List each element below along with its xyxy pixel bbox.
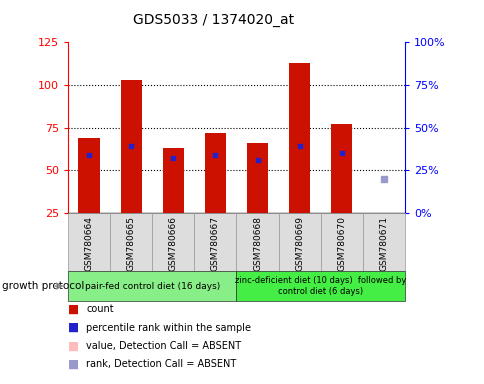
Text: percentile rank within the sample: percentile rank within the sample xyxy=(86,323,251,333)
Bar xyxy=(152,213,194,271)
Text: value, Detection Call = ABSENT: value, Detection Call = ABSENT xyxy=(86,341,241,351)
Text: ■: ■ xyxy=(68,339,79,353)
Text: GSM780670: GSM780670 xyxy=(336,216,346,271)
Bar xyxy=(320,213,362,271)
Bar xyxy=(204,133,226,213)
Bar xyxy=(162,148,183,213)
Text: growth protocol: growth protocol xyxy=(2,281,85,291)
Bar xyxy=(246,143,268,213)
Text: GSM780665: GSM780665 xyxy=(126,216,136,271)
Text: GSM780668: GSM780668 xyxy=(253,216,261,271)
Text: GSM780669: GSM780669 xyxy=(295,216,303,271)
Text: GSM780667: GSM780667 xyxy=(211,216,219,271)
Text: count: count xyxy=(86,304,114,314)
Bar xyxy=(121,80,141,213)
Text: GSM780664: GSM780664 xyxy=(84,216,93,271)
Bar xyxy=(278,213,320,271)
Text: GSM780666: GSM780666 xyxy=(168,216,177,271)
Bar xyxy=(236,271,404,301)
Text: GSM780671: GSM780671 xyxy=(378,216,388,271)
Bar xyxy=(110,213,152,271)
Text: ■: ■ xyxy=(68,358,79,371)
Bar xyxy=(78,138,99,213)
Text: GDS5033 / 1374020_at: GDS5033 / 1374020_at xyxy=(133,13,293,27)
Text: zinc-deficient diet (10 days)  followed by
control diet (6 days): zinc-deficient diet (10 days) followed b… xyxy=(235,276,406,296)
Text: pair-fed control diet (16 days): pair-fed control diet (16 days) xyxy=(84,281,219,291)
Bar xyxy=(236,213,278,271)
Bar xyxy=(68,271,236,301)
Text: ■: ■ xyxy=(68,303,79,316)
Bar xyxy=(194,213,236,271)
Bar xyxy=(288,63,310,213)
Text: rank, Detection Call = ABSENT: rank, Detection Call = ABSENT xyxy=(86,359,236,369)
Text: ■: ■ xyxy=(68,321,79,334)
Bar xyxy=(331,124,351,213)
Bar xyxy=(68,213,110,271)
Bar xyxy=(362,213,404,271)
